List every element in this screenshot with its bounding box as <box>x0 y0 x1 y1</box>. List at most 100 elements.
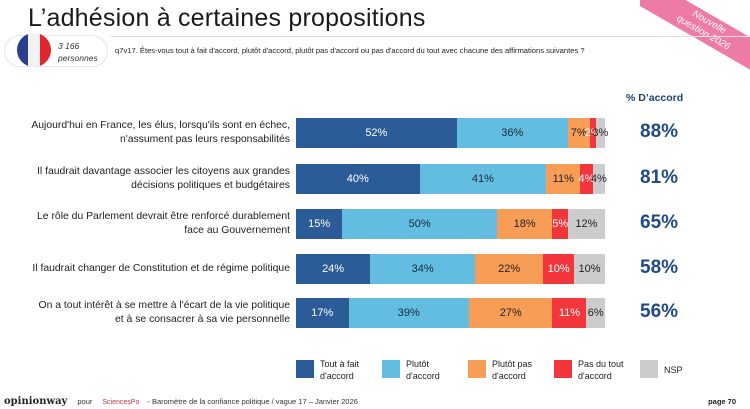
bar-segment: 24% <box>296 254 371 284</box>
legend-item: Pas du tout d'accord <box>554 358 628 382</box>
data-label: 52% <box>365 127 388 139</box>
category-label-line: Aujourd'hui en France, les élus, lorsqu'… <box>31 120 290 131</box>
sample-unit: personnes <box>58 53 98 63</box>
data-label: 36% <box>501 127 524 139</box>
footer-pour: pour <box>77 397 93 406</box>
category-label-line: et à se consacrer à sa vie personnelle <box>114 314 290 325</box>
agree-total: 58% <box>640 257 679 278</box>
legend-swatch <box>296 360 314 378</box>
bar-segment: 4% <box>591 164 607 194</box>
data-label: 10% <box>547 263 570 275</box>
sample-size: 3 166 personnes <box>58 40 98 64</box>
chart-legend: Tout à fait d'accord Plutôt d'accord Plutôt … <box>296 358 726 382</box>
bar-segment: 50% <box>342 209 497 239</box>
category-label-line: Le rôle du Parlement devrait être renfor… <box>37 211 290 222</box>
data-label: 22% <box>498 263 521 275</box>
bar-segment: 11% <box>546 164 581 194</box>
stacked-bar: 52% 36% 7% 2% 3% <box>296 118 608 148</box>
bar-segment: 5% <box>552 209 569 239</box>
category-label: Il faudrait davantage associer les citoy… <box>0 165 290 193</box>
legend-item: Tout à fait d'accord <box>296 358 370 382</box>
bar-segment: 6% <box>586 298 605 328</box>
bar-segment: 27% <box>469 298 553 328</box>
flag-stripe-blue <box>17 33 29 67</box>
bar-segment: 17% <box>296 298 349 328</box>
flag-stripe-white <box>28 33 40 67</box>
bar-segment: 15% <box>296 209 343 239</box>
legend-item: Plutôt pas d'accord <box>468 358 542 382</box>
page-title: L’adhésion à certaines propositions <box>28 4 426 32</box>
bar-segment: 3% <box>592 118 608 148</box>
legend-swatch <box>554 360 572 378</box>
category-label-line: décisions politiques et budgétaires <box>131 180 290 191</box>
data-label: 27% <box>499 307 522 319</box>
footer: opinionway pour SciencesPo - Baromètre d… <box>4 396 358 407</box>
data-label: 5% <box>552 218 569 230</box>
bar-segment: 22% <box>475 254 544 284</box>
bar-segment: 36% <box>456 118 568 148</box>
stacked-bar: 15% 50% 18% 5% 12% <box>296 209 605 239</box>
data-label: 34% <box>411 263 434 275</box>
category-label-line: On a tout intérêt à se mettre à l'écart … <box>38 300 291 311</box>
data-label: 17% <box>311 307 334 319</box>
agree-total: 81% <box>640 167 679 188</box>
category-label-line: Il faudrait changer de Constitution et d… <box>32 263 290 274</box>
data-label: 11% <box>552 173 574 185</box>
data-label: 50% <box>408 218 431 230</box>
legend-label: NSP <box>664 365 683 375</box>
data-label: 7% <box>570 127 587 139</box>
category-label: Il faudrait changer de Constitution et d… <box>0 262 290 276</box>
footer-source: - Baromètre de la confiance politique / … <box>147 397 358 406</box>
legend-swatch <box>640 360 658 378</box>
category-label-line: Il faudrait davantage associer les citoy… <box>37 166 290 177</box>
bar-segment: 41% <box>419 164 547 194</box>
category-label: Le rôle du Parlement devrait être renfor… <box>0 210 290 238</box>
stacked-bar: 40% 41% 11% 4% 4% <box>296 164 607 194</box>
bar-segment: 11% <box>552 298 587 328</box>
question-text: q7v17. Êtes-vous tout à fait d'accord, p… <box>115 46 585 55</box>
data-label: 11% <box>558 307 581 319</box>
data-label: 41% <box>471 173 494 185</box>
header-divider <box>110 36 750 37</box>
legend-label: Pas du tout d'accord <box>578 359 624 381</box>
bar-segment: 40% <box>296 164 420 194</box>
bar-segment: 10% <box>543 254 575 284</box>
page-number: page 70 <box>708 397 736 406</box>
opinionway-logo: opinionway <box>4 396 68 407</box>
bar-segment: 12% <box>567 209 605 239</box>
flag-stripe-red <box>39 33 51 67</box>
stacked-bar: 17% 39% 27% 11% 6% <box>296 298 605 328</box>
bar-segment: 4% <box>579 164 594 194</box>
agree-total: 88% <box>640 121 679 142</box>
data-label: 10% <box>578 263 601 275</box>
legend-label: Tout à fait d'accord <box>320 359 360 381</box>
legend-swatch <box>382 360 400 378</box>
legend-label: Plutôt d'accord <box>406 359 440 381</box>
data-label: 39% <box>397 307 420 319</box>
legend-item: NSP <box>640 358 714 382</box>
bar-segment: 18% <box>496 209 553 239</box>
category-label: Aujourd'hui en France, les élus, lorsqu'… <box>0 119 290 147</box>
agree-total: 65% <box>640 212 679 233</box>
agree-total: 56% <box>640 301 679 322</box>
bar-segment: 52% <box>296 118 457 148</box>
stacked-bar: 24% 34% 22% 10% 10% <box>296 254 605 284</box>
data-label: 40% <box>346 173 369 185</box>
data-label: 15% <box>308 218 331 230</box>
data-label: 12% <box>575 218 598 230</box>
data-label: 18% <box>513 218 536 230</box>
data-label: 24% <box>322 263 345 275</box>
legend-swatch <box>468 360 486 378</box>
bar-segment: 39% <box>348 298 470 328</box>
new-question-ribbon: Nouvelle question 2026 <box>640 0 750 70</box>
category-label-line: face au Gouvernement <box>184 225 290 236</box>
legend-item: Plutôt d'accord <box>382 358 456 382</box>
data-label: 6% <box>587 307 604 319</box>
legend-label: Plutôt pas d'accord <box>492 359 533 381</box>
sample-count: 3 166 <box>58 41 80 51</box>
data-label: 3% <box>592 127 609 139</box>
category-label: On a tout intérêt à se mettre à l'écart … <box>0 299 291 327</box>
france-flag-icon <box>17 33 51 67</box>
sciencespo-logo: SciencesPo <box>102 399 140 406</box>
bar-segment: 10% <box>574 254 605 284</box>
